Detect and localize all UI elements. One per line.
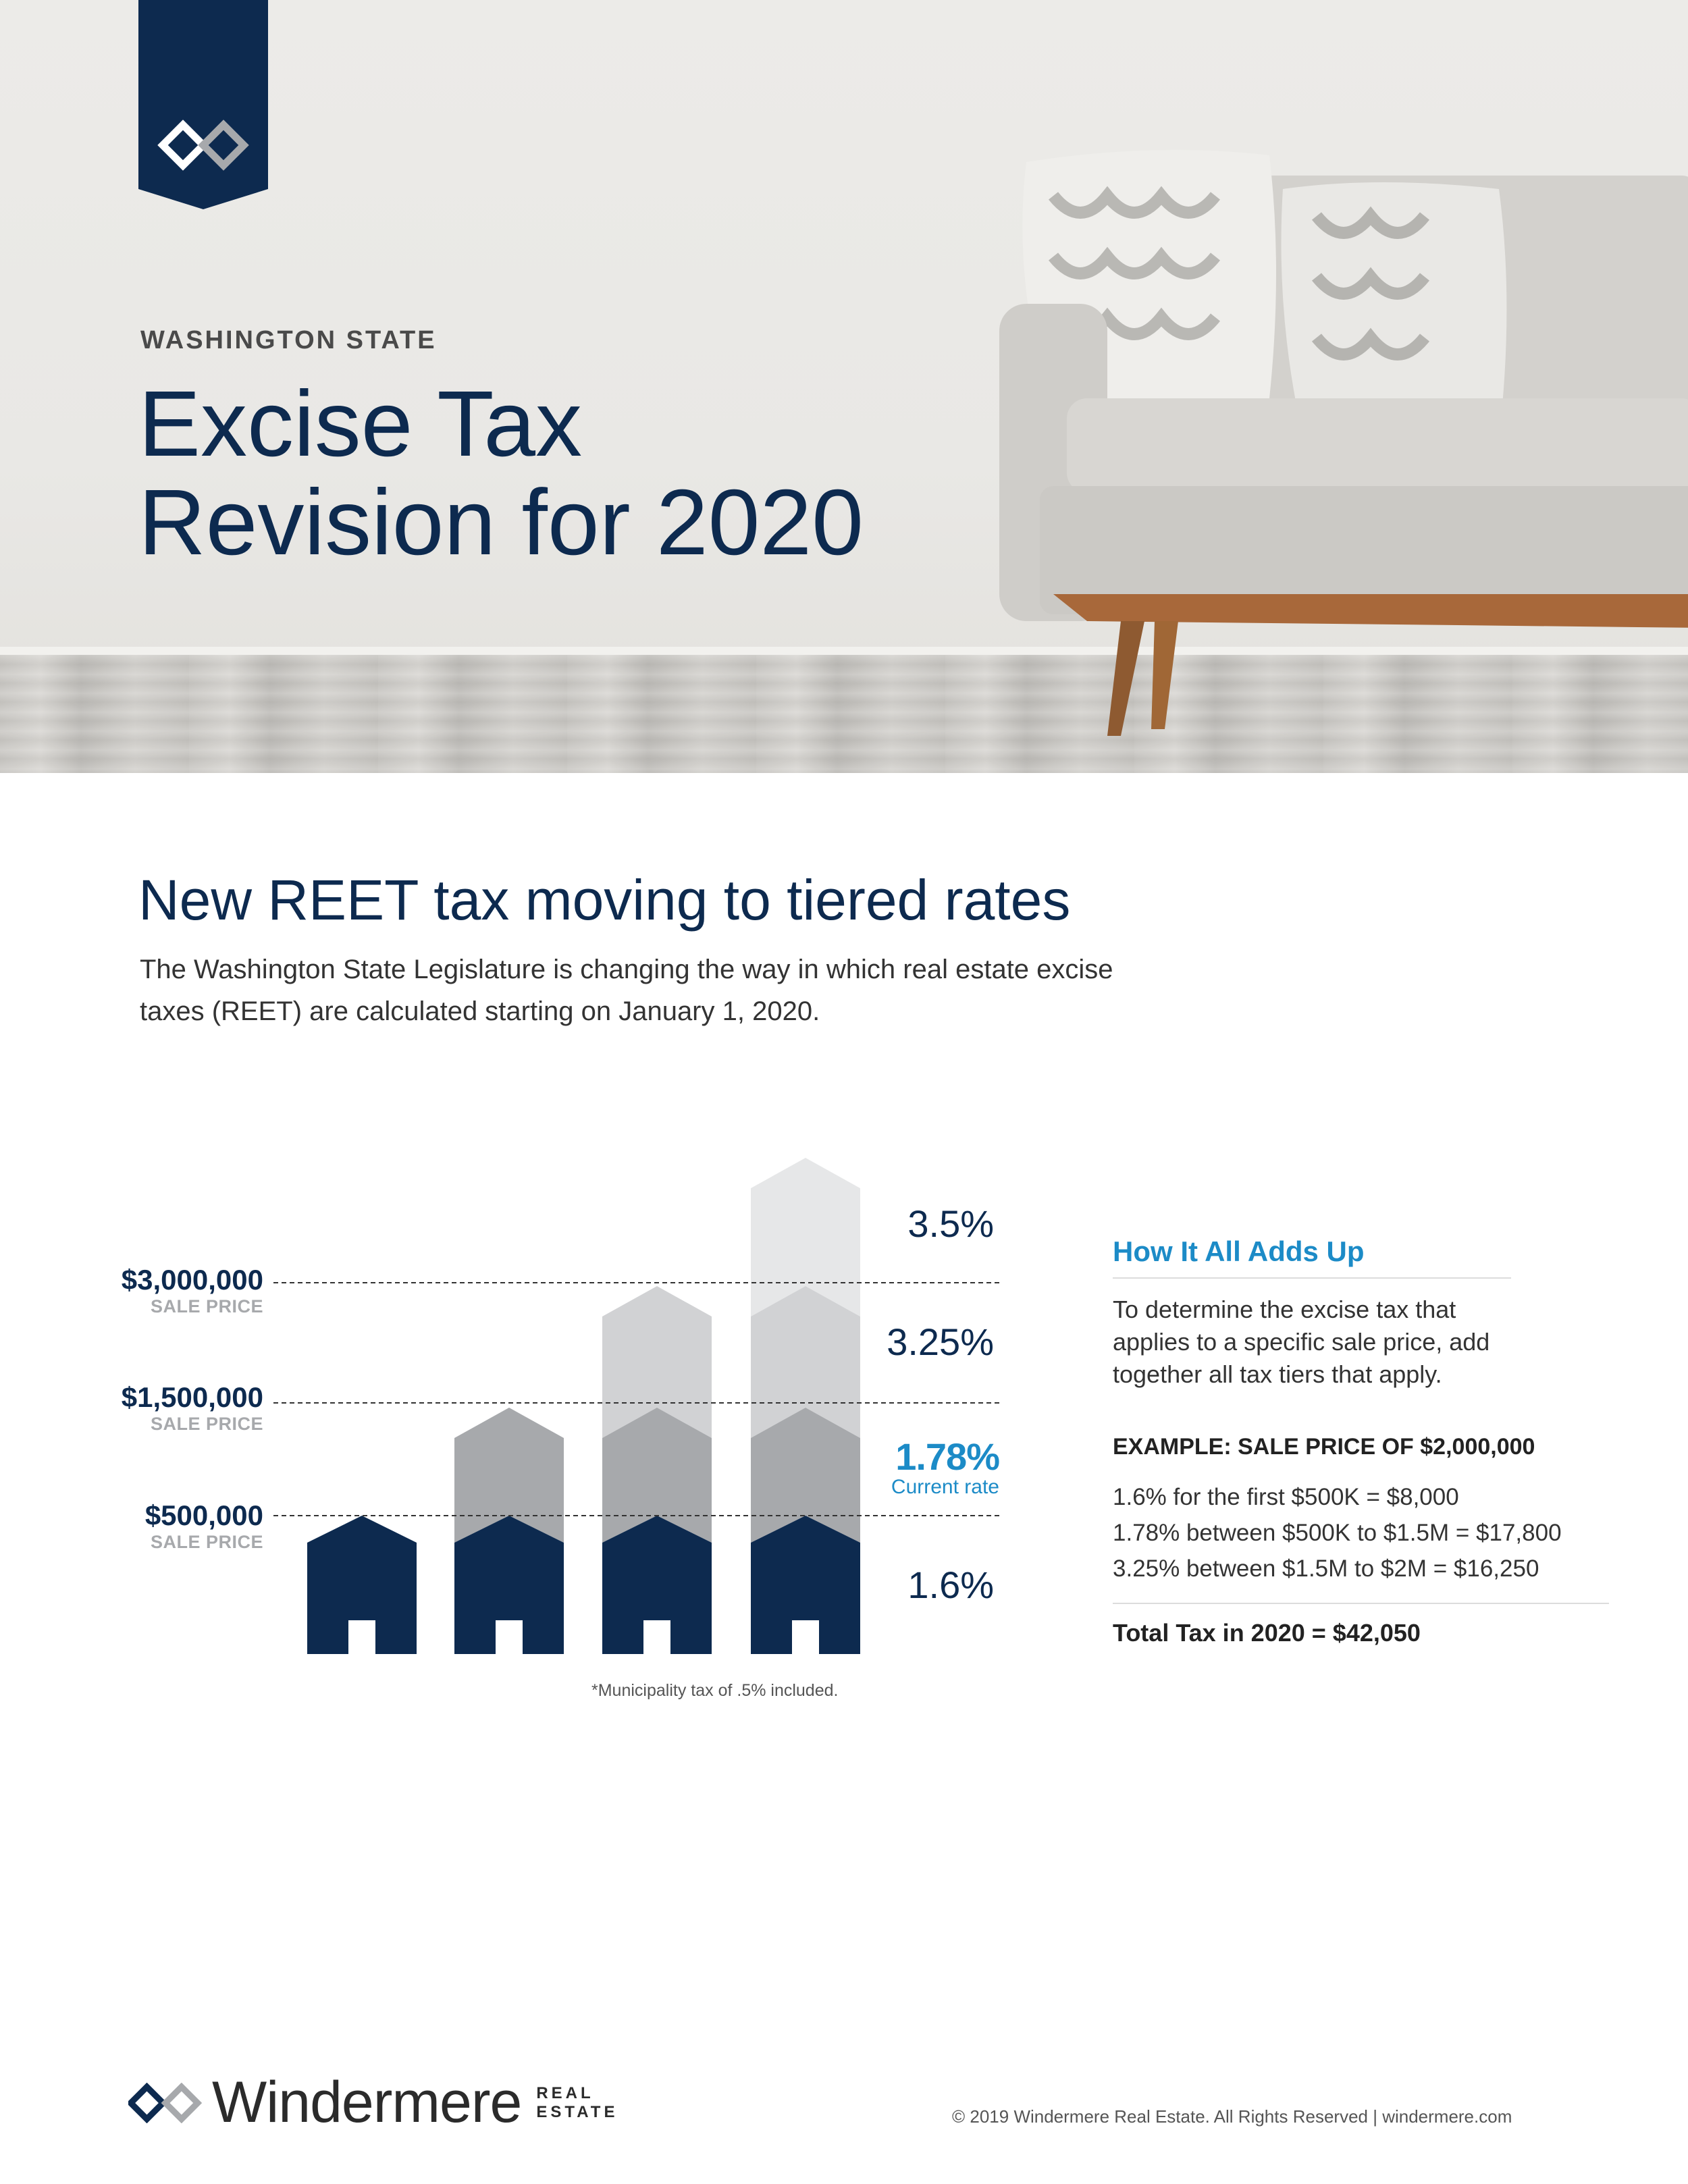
- page-title-line-1: Excise Tax: [138, 372, 583, 476]
- how-it-adds-up-panel: How It All Adds Up To determine the exci…: [1113, 1235, 1609, 1647]
- current-rate-label: Current rate: [891, 1476, 999, 1498]
- rate-tier-2: 1.78%: [895, 1435, 1000, 1478]
- example-line: 1.6% for the first $500K = $8,000: [1113, 1484, 1459, 1510]
- price-sublabel: SALE PRICE: [150, 1532, 263, 1552]
- example-title: EXAMPLE: SALE PRICE OF $2,000,000: [1113, 1434, 1535, 1460]
- tax-tier-graphic: [273, 1158, 999, 1654]
- price-amount: $3,000,000: [121, 1264, 263, 1296]
- brand-subtitle-line-2: ESTATE: [536, 2102, 618, 2121]
- windermere-mark-icon: [157, 119, 249, 171]
- example-line: 3.25% between $1.5M to $2M = $16,250: [1113, 1555, 1539, 1582]
- baseboard: [0, 647, 1688, 656]
- sofa-illustration: [999, 150, 1688, 736]
- hero-image: WASHINGTON STATE Excise Tax Revision for…: [0, 0, 1688, 773]
- brand-wordmark: Windermere: [212, 2070, 522, 2135]
- windermere-ribbon-badge: [138, 0, 268, 209]
- column-3: [602, 1286, 712, 1654]
- panel-heading: How It All Adds Up: [1113, 1235, 1511, 1279]
- price-sublabel: SALE PRICE: [150, 1414, 263, 1434]
- brand-subtitle-line-1: REAL: [536, 2083, 594, 2102]
- example-line: 1.78% between $500K to $1.5M = $17,800: [1113, 1520, 1562, 1546]
- rate-tier-4: 3.5%: [907, 1202, 994, 1245]
- brand-subtitle: REAL ESTATE: [536, 2084, 618, 2122]
- chart-footnote: *Municipality tax of .5% included.: [591, 1681, 839, 1700]
- page-title-line-2: Revision for 2020: [138, 471, 864, 575]
- windermere-logo: Windermere REAL ESTATE: [128, 2069, 618, 2136]
- column-4: [751, 1158, 860, 1654]
- copyright-text: © 2019 Windermere Real Estate. All Right…: [952, 2106, 1512, 2127]
- rate-tier-1: 1.6%: [907, 1564, 994, 1606]
- example-lines: 1.6% for the first $500K = $8,000 1.78% …: [1113, 1479, 1609, 1604]
- pillow-right: [1281, 182, 1507, 412]
- price-level-500k: $500,000 SALE PRICE: [0, 1499, 263, 1553]
- price-amount: $500,000: [144, 1499, 263, 1531]
- price-level-3m: $3,000,000 SALE PRICE: [0, 1264, 263, 1317]
- tax-tier-chart: $3,000,000 SALE PRICE $1,500,000 SALE PR…: [0, 1148, 1047, 1722]
- page-title: Excise Tax Revision for 2020: [138, 375, 864, 572]
- section-heading: New REET tax moving to tiered rates: [138, 868, 1071, 932]
- eyebrow-label: WASHINGTON STATE: [140, 326, 437, 354]
- intro-paragraph: The Washington State Legislature is chan…: [140, 955, 1113, 1026]
- rate-tier-2-current: 1.78% Current rate: [851, 1435, 1000, 1499]
- price-level-1-5m: $1,500,000 SALE PRICE: [0, 1381, 263, 1435]
- column-2: [454, 1408, 564, 1654]
- rate-tier-3: 3.25%: [887, 1321, 994, 1363]
- windermere-mark-icon: [128, 2082, 203, 2123]
- column-1: [307, 1516, 417, 1654]
- price-amount: $1,500,000: [121, 1381, 263, 1413]
- price-sublabel: SALE PRICE: [150, 1296, 263, 1316]
- panel-description: To determine the excise tax that applies…: [1113, 1296, 1490, 1388]
- example-total: Total Tax in 2020 = $42,050: [1113, 1619, 1421, 1647]
- wood-floor: [0, 655, 1688, 773]
